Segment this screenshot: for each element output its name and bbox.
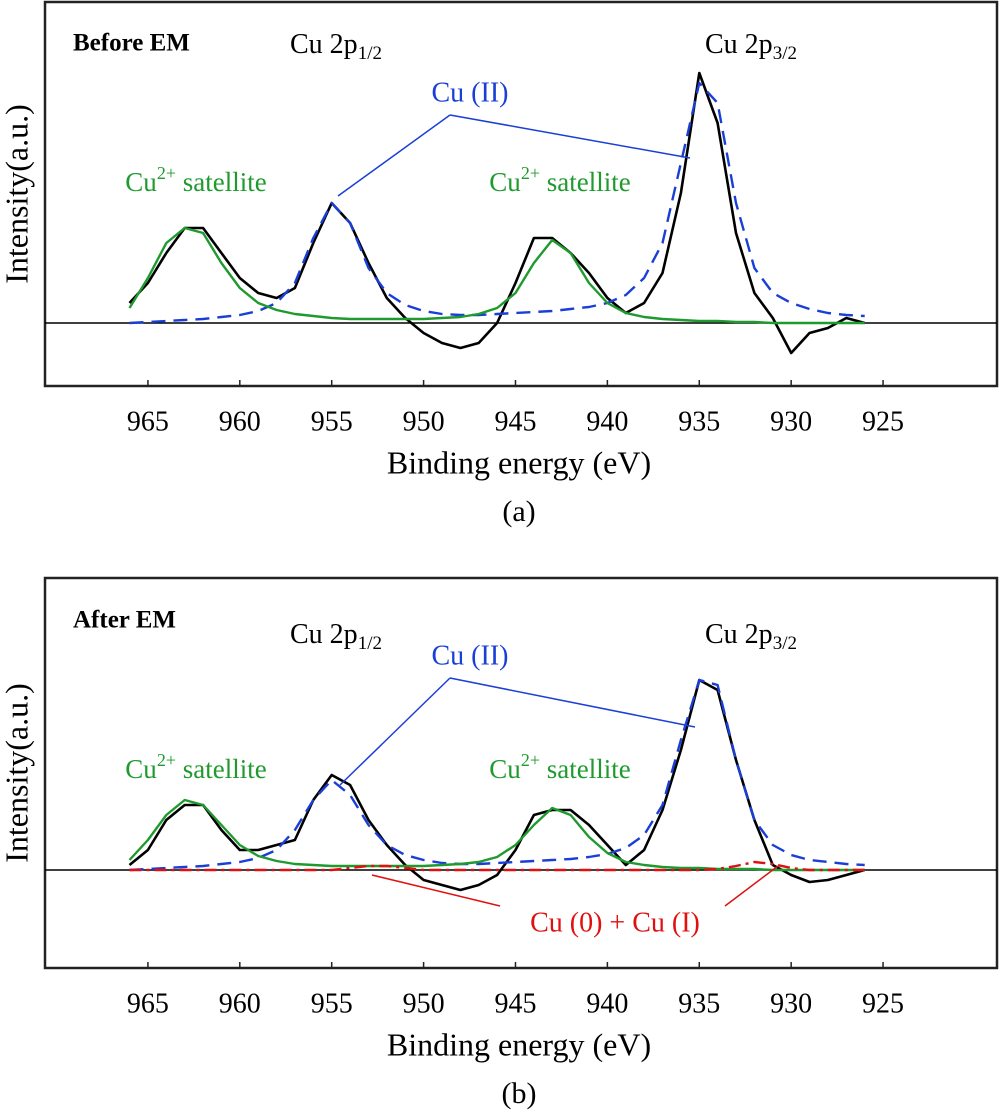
series-line — [128, 798, 865, 872]
x-tick-label: 945 — [494, 988, 536, 1019]
satellite-base: Cu — [489, 167, 521, 197]
series-line — [128, 226, 865, 325]
series-line — [128, 71, 866, 355]
x-axis-label: Binding energy (eV) — [387, 1026, 651, 1062]
x-tick-label: 940 — [586, 988, 628, 1019]
x-tick-label: 965 — [127, 406, 169, 437]
panel-title: After EM — [73, 607, 176, 634]
satellite-label: Cu2+ satellite — [125, 163, 266, 197]
red-connector — [724, 865, 779, 907]
plot-frame — [43, 576, 999, 970]
x-tick-label: 955 — [311, 988, 353, 1019]
x-tick-label: 965 — [127, 988, 169, 1019]
satellite-rest: satellite — [176, 167, 267, 197]
satellite-sup: 2+ — [157, 163, 176, 183]
cu2-connector — [339, 677, 451, 786]
satellite-label: Cu2+ satellite — [489, 163, 630, 197]
red-label: Cu (0) + Cu (I) — [530, 907, 700, 938]
caption: (a) — [502, 495, 535, 528]
peak-label: Cu 2p3/2 — [705, 29, 797, 64]
x-tick-label: 925 — [862, 988, 904, 1019]
cu2-connector — [337, 114, 451, 197]
panel: 965 960 955 950 945 940 935 930 925 Binding energ… — [0, 576, 999, 1110]
peak-label: Cu 2p3/2 — [705, 619, 797, 654]
satellite-rest: satellite — [540, 754, 631, 784]
satellite-rest: satellite — [176, 754, 267, 784]
satellite-sup: 2+ — [521, 163, 540, 183]
caption: (b) — [502, 1077, 537, 1110]
panel: 965 960 955 950 945 940 935 930 925 Binding energ… — [0, 0, 999, 528]
x-tick-label: 960 — [219, 406, 261, 437]
x-tick-label: 950 — [403, 406, 445, 437]
satellite-sup: 2+ — [157, 750, 176, 770]
x-tick-label: 945 — [494, 406, 536, 437]
x-axis-label: Binding energy (eV) — [387, 444, 651, 480]
x-tick-label: 925 — [862, 406, 904, 437]
satellite-base: Cu — [125, 167, 157, 197]
peak-label: Cu 2p1/2 — [290, 29, 382, 64]
cu2-label: Cu (II) — [432, 640, 509, 671]
peak-label-base: Cu 2p — [290, 619, 358, 650]
x-tick-label: 930 — [770, 988, 812, 1019]
x-tick-label: 940 — [586, 406, 628, 437]
cu2-connector — [449, 114, 691, 159]
panel-title: Before EM — [73, 30, 190, 57]
peak-label-base: Cu 2p — [705, 29, 773, 60]
x-tick-label: 960 — [219, 988, 261, 1019]
plot-frame — [43, 0, 999, 388]
y-axis-label: Intensity(a.u.) — [0, 683, 34, 863]
peak-label-sub: 1/2 — [358, 633, 382, 654]
x-tick-label: 935 — [678, 406, 720, 437]
series-line — [129, 81, 865, 325]
peak-label-sub: 3/2 — [773, 43, 797, 64]
cu2-connector — [449, 677, 696, 728]
red-connector — [371, 874, 501, 907]
satellite-rest: satellite — [540, 167, 631, 197]
series-line — [128, 678, 866, 892]
peak-label: Cu 2p1/2 — [290, 619, 382, 654]
peak-label-base: Cu 2p — [705, 619, 773, 650]
series-line — [129, 678, 865, 872]
satellite-base: Cu — [125, 754, 157, 784]
peak-label-sub: 1/2 — [358, 43, 382, 64]
cu2-label: Cu (II) — [432, 77, 509, 108]
satellite-base: Cu — [489, 754, 521, 784]
satellite-label: Cu2+ satellite — [489, 750, 630, 784]
x-tick-label: 955 — [311, 406, 353, 437]
x-tick-label: 950 — [403, 988, 445, 1019]
x-tick-label: 930 — [770, 406, 812, 437]
peak-label-base: Cu 2p — [290, 29, 358, 60]
x-tick-label: 935 — [678, 988, 720, 1019]
satellite-sup: 2+ — [521, 750, 540, 770]
peak-label-sub: 3/2 — [773, 633, 797, 654]
y-axis-label: Intensity(a.u.) — [0, 104, 34, 284]
series-line — [129, 860, 865, 872]
satellite-label: Cu2+ satellite — [125, 750, 266, 784]
